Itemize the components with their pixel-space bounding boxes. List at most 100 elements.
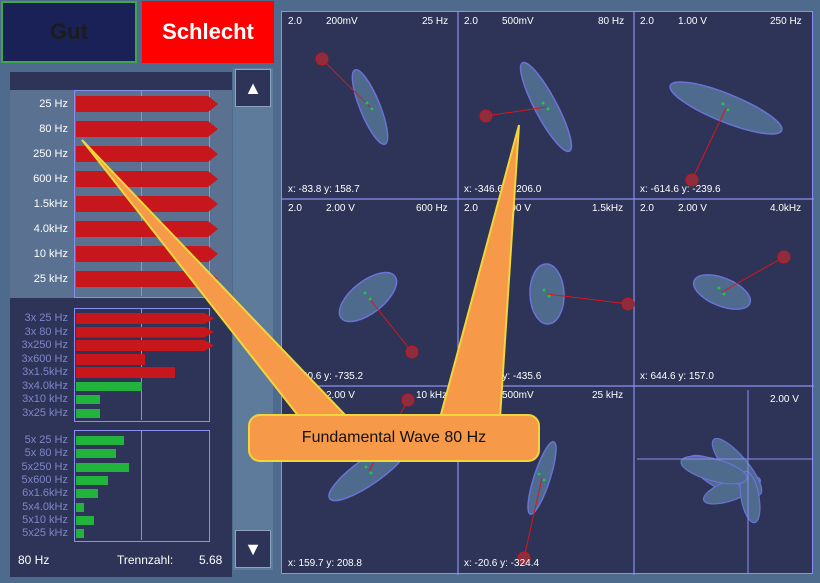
cell-coords: x: -60.6 y: -735.2 <box>288 371 364 382</box>
cell-range: 2.00 V <box>502 203 531 214</box>
harmonic-bar <box>76 381 142 391</box>
harmonic-bar <box>76 367 175 378</box>
schlecht-button[interactable]: Schlecht <box>142 1 274 63</box>
cell-freq: 1.5kHz <box>592 203 624 214</box>
cell-gain: 2.0 <box>640 16 654 27</box>
scroll-up-button[interactable]: ▲ <box>235 69 271 107</box>
data-point <box>365 101 369 105</box>
phase-vector <box>546 293 629 305</box>
cell-coords: x: -20.6 y: -324.4 <box>464 558 540 569</box>
cell-freq: 25 Hz <box>422 16 449 27</box>
fundamental-label: 80 Hz <box>39 123 68 135</box>
harmonic-bar <box>76 340 214 351</box>
phase-marker <box>405 345 419 359</box>
cell-range: 500mV <box>502 16 534 27</box>
trennzahl-label: Trennzahl: <box>117 553 174 567</box>
harmonic-label: 5x25 kHz <box>22 527 68 540</box>
fundamental-bar <box>76 121 218 137</box>
harmonic-bar <box>76 529 84 539</box>
fundamental-label: 25 Hz <box>39 98 68 110</box>
phase-vector <box>485 106 547 117</box>
fundamental-label: 10 kHz <box>33 248 68 260</box>
fundamental-bar <box>76 96 218 112</box>
cell-range: 2.00 V <box>678 203 707 214</box>
harmonic-label: 5x250 Hz <box>21 460 68 473</box>
data-point <box>368 297 372 301</box>
harmonic-bar <box>76 408 100 418</box>
harmonic-bar <box>76 475 108 485</box>
data-point <box>542 288 546 292</box>
harmonic-label: 3x25 kHz <box>22 406 68 419</box>
phase-marker <box>621 297 635 311</box>
phase-marker <box>479 109 493 123</box>
data-point <box>370 107 374 111</box>
cell-coords: x: -614.6 y: -239.6 <box>640 184 721 195</box>
fundamental-label: 1.5kHz <box>33 198 68 210</box>
fundamental-label: 4.0kHz <box>33 223 68 235</box>
phase-vector <box>721 256 785 293</box>
fundamental-bars-box <box>74 90 210 298</box>
data-point <box>542 478 546 482</box>
cell-freq: 600 Hz <box>416 203 448 214</box>
scroll-down-button[interactable]: ▼ <box>235 530 271 568</box>
phase-vector <box>367 296 413 353</box>
scatter-ellipse <box>739 470 761 524</box>
cell-freq: 80 Hz <box>598 16 625 27</box>
selected-frequency: 80 Hz <box>18 553 50 567</box>
harmonic-bar <box>76 353 145 365</box>
cell-range: 2.00 V <box>326 390 355 401</box>
harmonic5-box <box>74 430 210 542</box>
cell-range: 2.00 V <box>326 203 355 214</box>
data-point <box>363 291 367 295</box>
data-point <box>726 108 730 112</box>
harmonic-bar <box>76 462 129 472</box>
cell-coords: x: -83.8 y: 158.7 <box>288 184 360 195</box>
harmonic-label: 3x 25 Hz <box>24 312 68 324</box>
cell-gain: 2.0 <box>464 16 478 27</box>
data-point <box>722 292 726 296</box>
harmonic-label: 5x 80 Hz <box>24 447 68 460</box>
fundamental-bar <box>76 146 218 162</box>
cell-freq: 250 Hz <box>770 16 802 27</box>
harmonic-bar <box>76 502 84 512</box>
data-point <box>546 107 550 111</box>
data-point <box>364 465 368 469</box>
cell-range: 200mV <box>326 16 358 27</box>
harmonic-label: 6x1.6kHz <box>22 487 68 500</box>
cell-coords: x: 159.7 y: 208.8 <box>288 558 362 569</box>
data-point <box>537 472 541 476</box>
data-point <box>369 471 373 475</box>
phase-vector <box>321 58 371 108</box>
harmonic-bar <box>76 326 214 338</box>
callout-fundamental-wave: Fundamental Wave 80 Hz <box>248 414 540 462</box>
phase-marker <box>517 551 531 565</box>
scope-plots <box>282 12 814 575</box>
harmonic-label: 3x1.5kHz <box>22 366 68 378</box>
harmonic-label: 3x600 Hz <box>21 352 68 365</box>
phase-marker <box>777 250 791 264</box>
cell-gain: 2.0 <box>464 203 478 214</box>
cell-range: 2.00 V <box>770 394 799 405</box>
harmonic-bar <box>76 489 98 499</box>
fundamental-bar <box>76 271 218 287</box>
cell-freq: 10 kHz <box>416 390 448 401</box>
harmonic-label: 3x250 Hz <box>21 339 68 351</box>
phase-marker <box>401 393 415 407</box>
fundamental-bar <box>76 196 218 212</box>
phase-marker <box>685 173 699 187</box>
harmonic-bar <box>76 436 124 445</box>
harmonic-bar <box>76 449 116 459</box>
harmonic-bar <box>76 313 214 324</box>
fundamental-label: 25 kHz <box>33 273 68 285</box>
harmonic-label: 5x 25 Hz <box>24 434 68 446</box>
phase-marker <box>315 52 329 66</box>
scope-grid <box>281 11 814 575</box>
harmonic-label: 3x 80 Hz <box>24 325 68 338</box>
cell-range: 1.00 V <box>678 16 707 27</box>
gut-button[interactable]: Gut <box>1 1 137 63</box>
data-point <box>547 294 551 298</box>
cell-range: 500mV <box>502 390 534 401</box>
harmonic-label: 5x10 kHz <box>22 513 68 526</box>
